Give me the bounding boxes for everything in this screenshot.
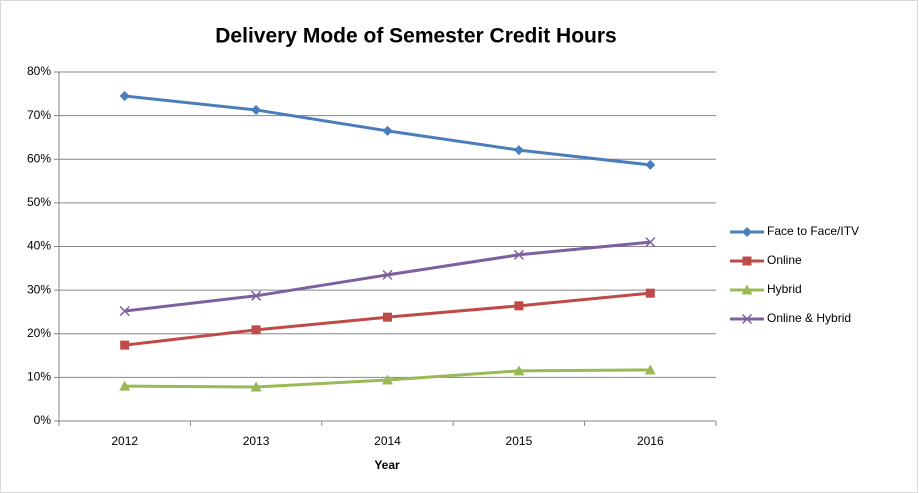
legend: Face to Face/ITV Online Hybrid Online & Hyb…	[730, 224, 859, 325]
legend-label: Face to Face/ITV	[767, 224, 859, 238]
legend-label: Online	[767, 253, 802, 267]
marker	[742, 256, 752, 266]
marker	[382, 374, 393, 385]
y-tick-label: 80%	[27, 64, 51, 78]
x-tick-label: 2012	[111, 434, 138, 448]
marker	[644, 364, 656, 375]
marker	[251, 325, 261, 335]
y-tick-label: 50%	[27, 195, 51, 209]
x-tick-label: 2013	[243, 434, 270, 448]
marker	[741, 284, 753, 295]
y-tick-label: 60%	[27, 151, 51, 165]
x-tick-label: 2014	[374, 434, 401, 448]
x-tick-label: 2016	[637, 434, 664, 448]
marker	[645, 288, 655, 298]
legend-label: Online & Hybrid	[767, 311, 851, 325]
x-axis-title: Year	[374, 458, 400, 472]
marker	[119, 380, 131, 391]
marker	[382, 269, 393, 280]
y-tick-label: 30%	[27, 282, 51, 296]
marker	[645, 237, 656, 248]
marker	[250, 381, 262, 392]
y-tick-label: 0%	[34, 413, 52, 427]
marker	[741, 313, 753, 325]
chart-title: Delivery Mode of Semester Credit Hours	[215, 25, 616, 48]
marker	[742, 227, 752, 237]
marker	[251, 290, 262, 301]
y-tick-label: 10%	[27, 370, 51, 384]
y-tick-label: 20%	[27, 326, 51, 340]
y-tick-label: 70%	[27, 108, 51, 122]
marker	[513, 249, 524, 260]
marker	[645, 159, 656, 170]
marker	[119, 90, 130, 101]
marker	[513, 365, 525, 376]
marker	[119, 306, 130, 317]
marker	[514, 301, 524, 311]
marker	[251, 104, 262, 115]
marker	[513, 145, 524, 156]
x-tick-label: 2015	[506, 434, 533, 448]
marker	[383, 312, 392, 322]
marker	[120, 340, 130, 350]
marker	[382, 125, 393, 136]
legend-label: Hybrid	[767, 282, 802, 296]
y-tick-label: 40%	[27, 239, 51, 253]
